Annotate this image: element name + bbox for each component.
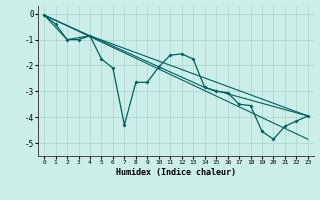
X-axis label: Humidex (Indice chaleur): Humidex (Indice chaleur) — [116, 168, 236, 177]
